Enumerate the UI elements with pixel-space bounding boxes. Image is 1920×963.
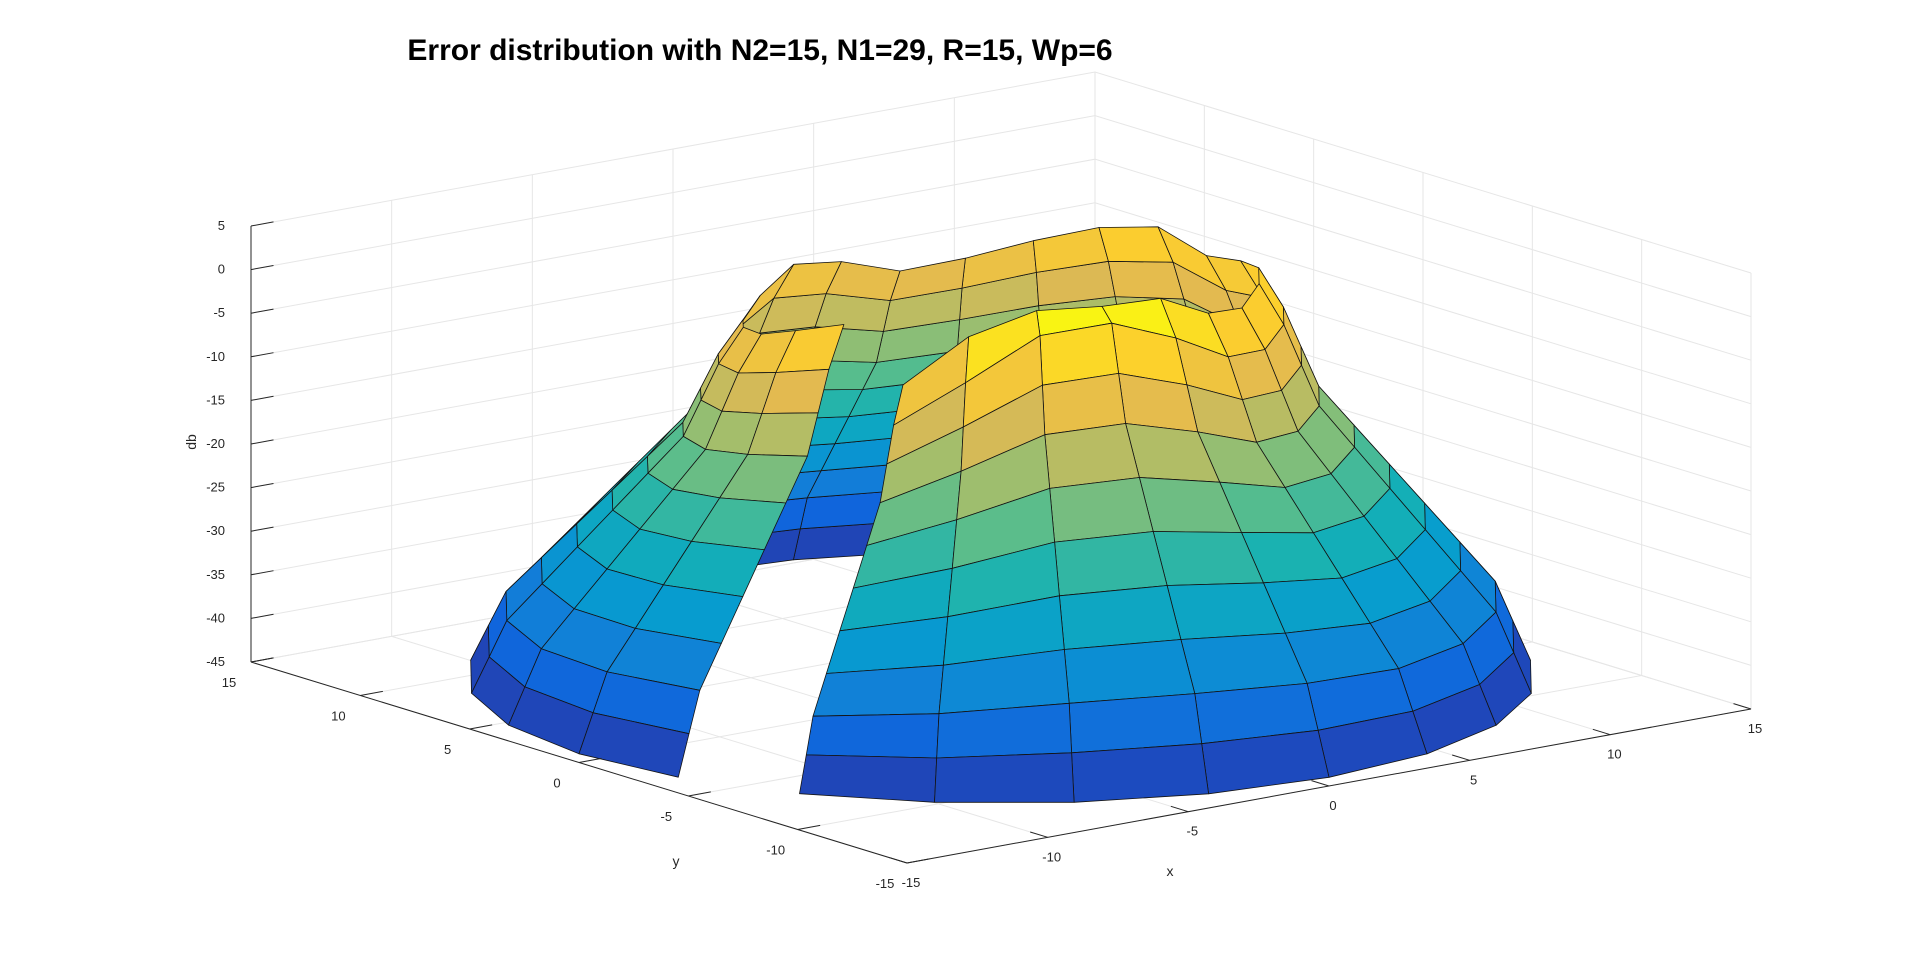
x-tick-label: -15 bbox=[902, 875, 921, 890]
z-tick-label: -30 bbox=[206, 523, 225, 538]
surface-patch bbox=[1071, 743, 1209, 803]
z-tick-label: -20 bbox=[206, 436, 225, 451]
surface-patch bbox=[1049, 477, 1154, 543]
surface-patch bbox=[934, 752, 1075, 803]
x-tick-label: 10 bbox=[1607, 747, 1621, 762]
surface-patch bbox=[1054, 531, 1168, 597]
y-tick-label: -5 bbox=[661, 809, 673, 824]
grid-line bbox=[250, 71, 1752, 274]
y-tick-mark bbox=[578, 757, 602, 763]
surface-patch bbox=[1180, 632, 1308, 694]
surface-patch bbox=[1044, 423, 1140, 489]
grid-line bbox=[250, 115, 1752, 318]
z-tick-mark bbox=[250, 439, 274, 445]
chart-title: Error distribution with N2=15, N1=29, R=… bbox=[407, 34, 1112, 67]
axes-3d: -15 -10 -5 0 5 10 15 -15 -10 -5 0 5 10 15 -45 -40 -35 -30… bbox=[206, 71, 1762, 891]
z-tick-mark bbox=[250, 221, 274, 227]
grid-line bbox=[250, 158, 1752, 361]
x-tick-mark bbox=[1170, 805, 1189, 813]
z-tick-label: -5 bbox=[213, 305, 225, 320]
z-tick-label: -15 bbox=[206, 392, 225, 407]
y-axis-label: y bbox=[673, 853, 680, 869]
surface-patch bbox=[805, 713, 940, 759]
x-axis-label: x bbox=[1167, 863, 1174, 879]
y-tick-label: 10 bbox=[331, 709, 345, 724]
z-tick-label: -10 bbox=[206, 349, 225, 364]
surface-patch bbox=[578, 712, 690, 778]
z-tick-label: 5 bbox=[218, 218, 225, 233]
x-tick-label: -5 bbox=[1187, 824, 1199, 839]
z-tick-label: -25 bbox=[206, 480, 225, 495]
z-tick-mark bbox=[250, 308, 274, 314]
y-tick-label: 5 bbox=[444, 742, 451, 757]
z-tick-mark bbox=[250, 352, 274, 358]
z-tick-mark bbox=[250, 395, 274, 401]
x-tick-label: -10 bbox=[1042, 849, 1061, 864]
y-tick-label: -15 bbox=[876, 876, 895, 891]
surface-patch bbox=[1063, 639, 1196, 704]
x-tick-mark bbox=[1733, 703, 1752, 710]
z-tick-mark bbox=[250, 657, 274, 663]
x-tick-mark bbox=[889, 857, 908, 864]
surface-patch bbox=[812, 664, 944, 717]
z-tick-label: -35 bbox=[206, 567, 225, 582]
z-tick-mark bbox=[250, 613, 274, 619]
surface-patch bbox=[1059, 585, 1182, 650]
x-tick-mark bbox=[1452, 754, 1470, 761]
y-tick-mark bbox=[360, 690, 383, 696]
z-tick-mark bbox=[250, 570, 274, 576]
z-tick-mark bbox=[250, 483, 274, 489]
surface-patch bbox=[1068, 693, 1203, 754]
y-tick-mark bbox=[688, 791, 711, 797]
z-tick-mark bbox=[250, 526, 274, 532]
x-tick-label: 0 bbox=[1329, 798, 1336, 813]
z-tick-label: 0 bbox=[218, 262, 225, 277]
y-tick-label: 0 bbox=[553, 776, 560, 791]
y-tick-mark bbox=[906, 858, 930, 864]
y-tick-label: 15 bbox=[222, 675, 236, 690]
surface-patch bbox=[799, 754, 938, 803]
surface-patch bbox=[1108, 260, 1185, 300]
z-tick-label: -45 bbox=[206, 654, 225, 669]
surface-plot bbox=[470, 226, 1532, 803]
y-tick-mark bbox=[797, 824, 821, 830]
tick-labels: -15 -10 -5 0 5 10 15 -15 -10 -5 0 5 10 15 -45 -40 -35 -30… bbox=[206, 218, 1762, 891]
x-tick-mark bbox=[1311, 780, 1330, 787]
z-tick-label: -40 bbox=[206, 610, 225, 625]
z-tick-mark bbox=[250, 265, 274, 271]
x-tick-mark bbox=[1030, 831, 1048, 838]
y-tick-label: -10 bbox=[766, 843, 785, 858]
z-axis-label: db bbox=[183, 434, 199, 450]
x-tick-label: 5 bbox=[1470, 772, 1477, 787]
x-tick-label: 15 bbox=[1748, 721, 1762, 736]
grid-line bbox=[250, 202, 1752, 405]
y-tick-mark bbox=[469, 724, 493, 730]
x-tick-mark bbox=[1592, 728, 1611, 736]
